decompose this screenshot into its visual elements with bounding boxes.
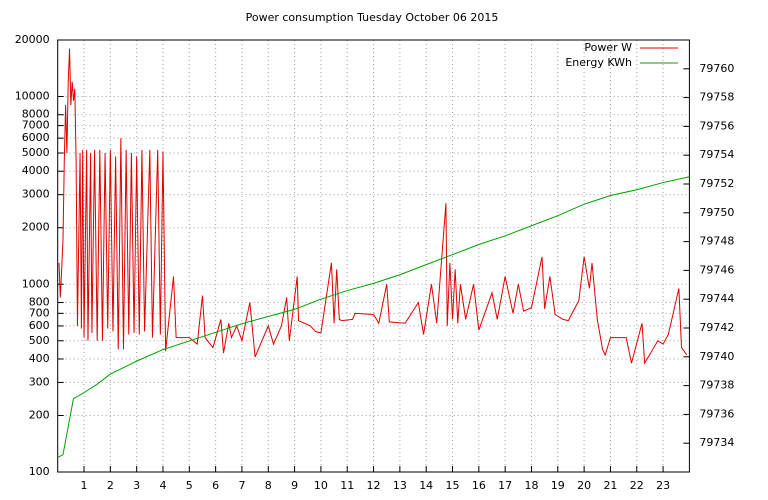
x-tick-label: 19 [551, 479, 565, 492]
y-tick-label: 600 [29, 319, 50, 332]
y-tick-label: 700 [29, 306, 50, 319]
y-tick-label: 1000 [22, 277, 50, 290]
x-tick-label: 15 [446, 479, 460, 492]
y-tick-label: 4000 [22, 164, 50, 177]
y2-tick-label: 79750 [699, 206, 734, 219]
plot-frame [57, 39, 690, 473]
y2-tick-label: 79760 [699, 62, 734, 75]
x-tick-label: 5 [186, 479, 193, 492]
y-tick-label: 200 [29, 408, 50, 421]
y-tick-label: 5000 [22, 146, 50, 159]
x-tick-label: 8 [265, 479, 272, 492]
y2-tick-label: 79744 [699, 292, 734, 305]
x-tick-label: 1 [81, 479, 88, 492]
x-tick-label: 18 [524, 479, 538, 492]
legend-label: Energy KWh [565, 56, 632, 69]
x-tick-label: 13 [393, 479, 407, 492]
y2-tick-label: 79734 [699, 436, 734, 449]
x-tick-label: 14 [419, 479, 433, 492]
y-tick-label: 100 [29, 465, 50, 478]
y2-tick-label: 79752 [699, 177, 734, 190]
chart-title: Power consumption Tuesday October 06 201… [246, 11, 499, 24]
x-tick-label: 11 [340, 479, 354, 492]
x-tick-label: 10 [314, 479, 328, 492]
series-line [58, 48, 688, 365]
x-tick-label: 12 [367, 479, 381, 492]
x-tick-label: 16 [472, 479, 486, 492]
x-tick-label: 21 [603, 479, 617, 492]
y-tick-label: 7000 [22, 119, 50, 132]
y2-tick-label: 79758 [699, 91, 734, 104]
y-tick-label: 8000 [22, 108, 50, 121]
y-tick-label: 6000 [22, 131, 50, 144]
x-tick-label: 2 [107, 479, 114, 492]
y-tick-label: 2000 [22, 221, 50, 234]
y-tick-label: 800 [29, 295, 50, 308]
y-tick-label: 500 [29, 334, 50, 347]
y2-tick-label: 79748 [699, 235, 734, 248]
y2-tick-label: 79738 [699, 379, 734, 392]
x-tick-label: 20 [577, 479, 591, 492]
y2-tick-label: 79746 [699, 263, 734, 276]
y2-tick-label: 79742 [699, 321, 734, 334]
y-tick-label: 3000 [22, 188, 50, 201]
x-tick-label: 9 [291, 479, 298, 492]
x-tick-label: 6 [212, 479, 219, 492]
series-line [57, 176, 690, 459]
y-tick-label: 400 [29, 352, 50, 365]
x-tick-label: 4 [159, 479, 166, 492]
legend-label: Power W [584, 41, 632, 54]
y2-tick-label: 79736 [699, 407, 734, 420]
x-tick-label: 17 [498, 479, 512, 492]
x-tick-label: 23 [656, 479, 670, 492]
y2-tick-label: 79754 [699, 148, 734, 161]
y-tick-label: 300 [29, 375, 50, 388]
x-tick-label: 22 [630, 479, 644, 492]
y-tick-label: 20000 [15, 33, 50, 46]
x-tick-label: 7 [238, 479, 245, 492]
y-tick-label: 10000 [15, 90, 50, 103]
x-tick-label: 3 [133, 479, 140, 492]
y2-tick-label: 79756 [699, 119, 734, 132]
y2-tick-label: 79740 [699, 350, 734, 363]
